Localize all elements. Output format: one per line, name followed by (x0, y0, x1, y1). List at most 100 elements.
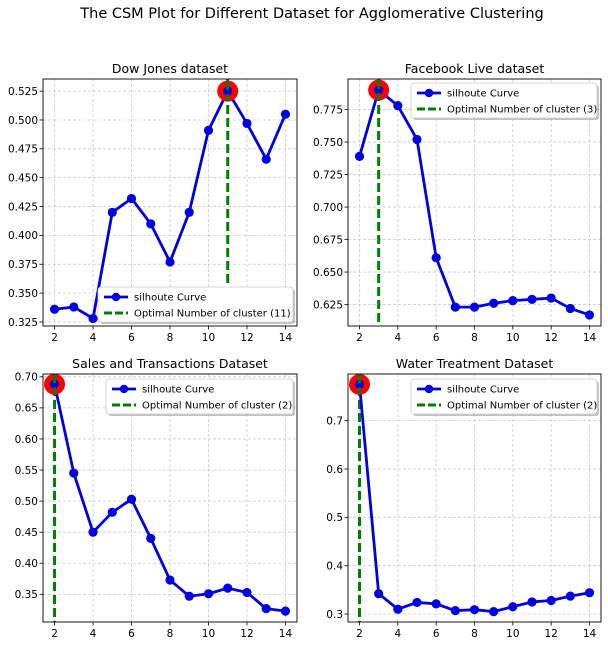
data-point (527, 597, 537, 607)
x-tick-label: 4 (394, 628, 401, 640)
y-tick-label: 0.5 (326, 512, 343, 524)
data-point (146, 219, 156, 229)
subplot-title: Dow Jones dataset (112, 61, 228, 76)
legend-curve-label: silhoute Curve (142, 385, 214, 396)
data-point (88, 313, 98, 324)
subplot-4: Water Treatment Dataset 2 4 6 8 10 12 14 0.3 0.4 0… (326, 356, 602, 640)
x-tick-label: 14 (583, 332, 597, 344)
data-point (565, 303, 575, 314)
data-point (49, 304, 60, 314)
x-tick-label: 2 (51, 628, 58, 640)
y-tick-label: 0.650 (313, 267, 343, 279)
data-point (203, 125, 214, 135)
legend-curve-label: silhoute Curve (447, 385, 519, 396)
y-tick-label: 0.6 (326, 464, 343, 476)
y-tick-label: 0.775 (313, 104, 343, 116)
y-tick-label: 0.60 (15, 434, 38, 446)
data-point (374, 589, 384, 599)
data-point (546, 595, 556, 606)
y-tick-label: 0.7 (326, 415, 343, 427)
x-tick-label: 12 (544, 628, 557, 640)
data-point (469, 302, 480, 312)
x-tick-label: 8 (167, 628, 174, 640)
data-point (242, 118, 252, 129)
x-tick-label: 6 (128, 332, 135, 344)
y-tick-label: 0.50 (15, 496, 38, 508)
data-point (165, 575, 175, 585)
legend: silhoute Curve Optimal Number of cluster … (97, 286, 295, 324)
data-point (546, 293, 556, 303)
legend-optimal-label: Optimal Number of cluster (2) (142, 401, 292, 412)
y-tick-label: 0.350 (8, 288, 38, 300)
x-tick-label: 10 (202, 332, 215, 344)
data-point (184, 591, 194, 601)
data-point (354, 379, 365, 389)
x-tick-label: 14 (583, 628, 597, 640)
data-point (280, 606, 291, 616)
data-point (431, 599, 441, 609)
x-tick-label: 2 (356, 628, 363, 640)
data-point (261, 604, 271, 614)
data-point (450, 302, 460, 312)
x-tick-label: 6 (433, 332, 440, 344)
plot-area (49, 79, 291, 326)
data-point (527, 294, 537, 304)
x-tick-label: 10 (506, 332, 519, 344)
data-point (261, 154, 271, 164)
plot-area (349, 374, 595, 622)
x-tick-label: 2 (51, 332, 58, 344)
y-tick-label: 0.750 (313, 137, 343, 149)
data-point (165, 257, 175, 267)
x-tick-label: 4 (90, 628, 97, 640)
legend-box (410, 82, 598, 119)
y-tick-label: 0.725 (313, 169, 343, 181)
y-tick-label: 0.65 (15, 403, 38, 415)
x-tick-label: 10 (202, 628, 215, 640)
y-tick-label: 0.325 (8, 317, 38, 329)
x-tick-label: 6 (433, 628, 440, 640)
x-tick-label: 2 (356, 332, 363, 344)
legend: silhoute Curve Optimal Number of cluster … (105, 378, 295, 416)
x-tick-label: 12 (240, 332, 253, 344)
legend-curve-marker (119, 384, 129, 394)
x-tick-label: 10 (506, 628, 519, 640)
legend: silhoute Curve Optimal Number of cluster … (410, 378, 599, 416)
data-point (412, 134, 422, 145)
y-tick-label: 0.425 (8, 201, 38, 213)
y-tick-label: 0.700 (313, 202, 343, 214)
subplot-3: Sales and Transactions Dataset 2 4 6 8 10 12 14… (15, 356, 298, 640)
y-tick-label: 0.70 (15, 372, 38, 384)
legend-box (105, 378, 294, 415)
data-point (584, 588, 595, 598)
x-tick-label: 8 (471, 628, 478, 640)
plot-area (354, 79, 595, 326)
y-tick-label: 0.55 (15, 465, 38, 477)
data-point (242, 587, 252, 598)
data-point (203, 589, 214, 599)
data-point (412, 597, 422, 608)
legend-optimal-label: Optimal Number of cluster (2) (447, 401, 597, 412)
data-point (223, 86, 233, 96)
y-tick-label: 0.45 (15, 527, 38, 539)
y-tick-label: 0.675 (313, 234, 343, 246)
figure-suptitle: The CSM Plot for Different Dataset for A… (79, 6, 543, 22)
legend: silhoute Curve Optimal Number of cluster … (410, 82, 599, 120)
data-point (126, 193, 137, 204)
data-point (107, 207, 117, 217)
data-point (565, 591, 575, 601)
data-point (489, 298, 499, 308)
x-tick-label: 4 (90, 332, 97, 344)
axes-frame (42, 373, 298, 623)
legend-curve-label: silhoute Curve (447, 89, 519, 100)
x-tick-label: 14 (279, 628, 293, 640)
x-tick-label: 8 (167, 332, 174, 344)
x-tick-label: 12 (240, 628, 253, 640)
subplot-title: Water Treatment Dataset (396, 356, 554, 371)
y-tick-label: 0.450 (8, 172, 38, 184)
y-tick-label: 0.500 (8, 115, 38, 127)
data-point (49, 379, 60, 389)
data-point (69, 468, 79, 478)
y-tick-label: 0.625 (313, 299, 343, 311)
x-tick-label: 8 (471, 332, 478, 344)
data-point (508, 296, 518, 306)
